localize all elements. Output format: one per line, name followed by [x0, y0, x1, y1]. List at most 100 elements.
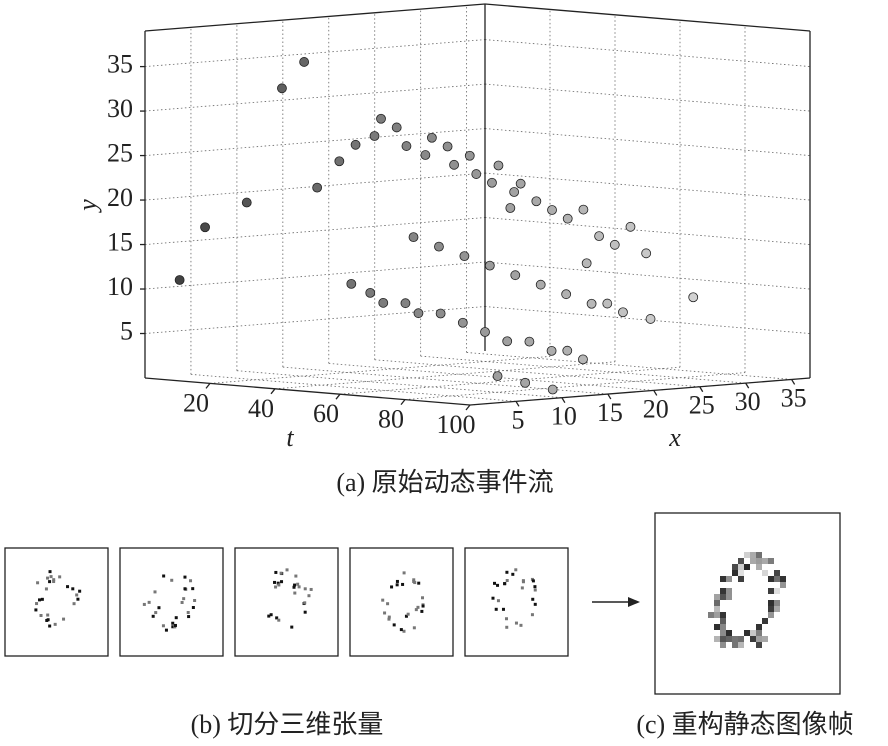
event-point	[369, 131, 380, 141]
event-point	[618, 307, 628, 318]
slice-pixel	[501, 607, 505, 611]
slice-pixel	[75, 593, 79, 597]
grid-line	[328, 363, 654, 391]
event-point	[625, 221, 636, 232]
slice-pixel	[404, 614, 408, 618]
tick-mark	[653, 390, 658, 396]
frame-pixel	[750, 558, 756, 564]
axis-frame	[484, 3, 811, 32]
axis-frame	[144, 3, 486, 32]
slice-pixel	[191, 587, 195, 591]
frame-pixel	[738, 636, 744, 642]
grid-line	[144, 83, 486, 112]
tick-mark	[205, 382, 211, 389]
frame-pixel	[714, 600, 720, 606]
slice-pixel	[269, 613, 273, 617]
slice-pixel	[39, 614, 43, 618]
event-point	[578, 204, 589, 215]
tensor-slices	[4, 512, 841, 695]
event-point	[391, 122, 402, 133]
slice-pixel	[505, 579, 509, 583]
frame-pixel	[738, 570, 744, 576]
slice-pixel	[504, 617, 508, 621]
slice-pixel	[171, 625, 175, 629]
event-point	[524, 336, 535, 347]
y-tick-label: 15	[107, 228, 133, 257]
y-tick-label: 30	[107, 94, 133, 123]
slice-pixel	[40, 597, 44, 601]
slice-pixel	[46, 618, 50, 622]
slice-pixel	[189, 579, 193, 583]
x-axis-label: x	[668, 423, 681, 452]
frame-pixel	[750, 552, 756, 558]
frame-pixel	[774, 606, 780, 612]
t-axis-label: t	[286, 423, 294, 452]
slice-pixel	[395, 579, 399, 583]
slice-pixel	[412, 626, 416, 630]
event-point	[562, 345, 573, 356]
frame-pixel	[744, 630, 750, 636]
slice-pixel	[521, 579, 525, 583]
frame-pixel	[708, 612, 714, 618]
slice-pixel	[514, 568, 518, 572]
tick-mark	[465, 404, 471, 411]
slice-pixel	[514, 621, 518, 625]
event-point	[457, 317, 468, 328]
slice-pixel	[296, 582, 300, 586]
slice-pixel	[290, 625, 294, 629]
t-tick-label: 100	[437, 410, 476, 439]
slice-pixel	[491, 596, 495, 600]
event-point	[464, 150, 475, 161]
slice-pixel	[294, 574, 298, 578]
slice-pixel	[49, 575, 53, 579]
frame-pixel	[720, 618, 726, 624]
grid-line	[274, 361, 616, 390]
event-point	[578, 354, 588, 365]
slice-pixel	[392, 623, 396, 627]
slice-pixel	[533, 585, 537, 589]
slice-pixel	[277, 583, 281, 587]
event-point	[459, 251, 470, 262]
slice-pixel	[161, 624, 165, 628]
slice-pixel	[183, 575, 187, 579]
event-point	[241, 197, 252, 208]
frame-pixel	[768, 600, 774, 606]
slice-pixel	[414, 608, 418, 612]
event-point	[688, 292, 699, 303]
event-point	[505, 203, 516, 213]
frame-pixel	[756, 624, 762, 630]
event-point	[484, 260, 495, 271]
tick-mark	[791, 379, 796, 385]
slice-pixel	[187, 615, 191, 619]
x-tick-label: 20	[643, 394, 669, 423]
slice-pixel	[533, 588, 537, 592]
grid-line	[484, 217, 811, 245]
frame-pixel	[756, 552, 762, 558]
slice-pixel	[401, 582, 405, 586]
slice-pixel	[170, 578, 174, 582]
event-point	[299, 57, 310, 67]
slice-panel	[349, 547, 454, 657]
slice-pixel	[182, 597, 186, 601]
frame-pixel	[720, 642, 726, 648]
y-tick-label: 35	[107, 50, 133, 79]
event-point	[378, 297, 389, 308]
x-tick-label: 30	[735, 387, 761, 416]
slice-pixel	[71, 587, 75, 591]
slice-pixel	[413, 581, 417, 585]
tick-mark	[561, 397, 566, 404]
event-point	[561, 289, 572, 300]
y-tick-label: 25	[107, 139, 133, 168]
frame-pixel	[774, 588, 780, 594]
slice-pixel	[154, 611, 158, 615]
event-point	[492, 371, 503, 382]
slice-pixel	[53, 622, 57, 626]
frame-pixel	[738, 564, 744, 570]
slice-pixel	[76, 597, 80, 601]
slice-pixel	[46, 576, 50, 580]
slice-pixel	[303, 601, 307, 605]
slice-pixel	[279, 571, 283, 575]
slice-pixel	[52, 580, 56, 584]
event-point	[586, 298, 597, 309]
slice-pixel	[191, 605, 195, 609]
